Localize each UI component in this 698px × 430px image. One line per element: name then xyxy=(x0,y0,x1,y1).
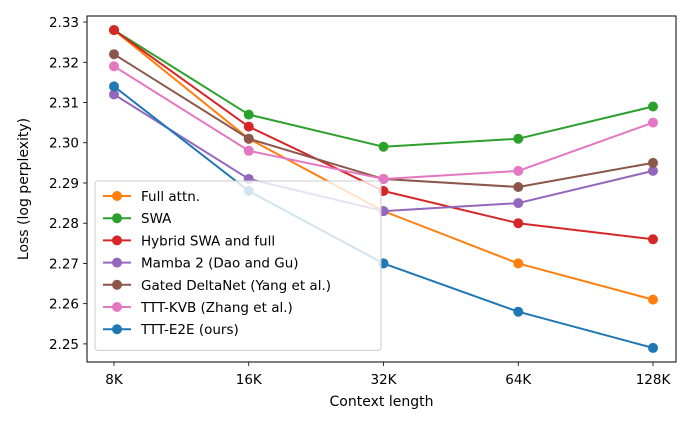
data-point xyxy=(513,165,524,176)
data-point xyxy=(109,25,119,36)
data-point xyxy=(243,145,254,156)
legend-marker xyxy=(112,324,122,335)
x-axis-ticks: 8K 16K 32K 64K 128K xyxy=(105,362,671,388)
data-point xyxy=(109,61,119,72)
y-tick-label: 2.30 xyxy=(49,136,79,152)
series-4 xyxy=(109,49,658,192)
y-tick-label: 2.33 xyxy=(49,15,79,31)
data-point xyxy=(378,141,389,152)
data-point xyxy=(648,234,658,245)
series-6 xyxy=(109,81,658,353)
y-axis-ticks: 2.25 2.26 2.27 2.28 2.29 2.30 2.31 2.32 2.33 xyxy=(49,15,87,353)
legend-box xyxy=(94,180,382,351)
legend-label: Full attn. xyxy=(141,189,200,205)
series-2 xyxy=(109,25,658,245)
data-point xyxy=(243,109,254,120)
legend-marker xyxy=(112,213,122,224)
data-point xyxy=(513,181,524,192)
data-point xyxy=(109,49,119,60)
legend-marker xyxy=(112,257,122,268)
legend-item: TTT-E2E (ours) xyxy=(103,322,239,338)
legend-marker xyxy=(112,235,122,246)
legend-marker xyxy=(112,302,122,312)
data-point xyxy=(648,342,658,353)
x-tick-label: 16K xyxy=(236,372,263,388)
legend-item: Hybrid SWA and full xyxy=(103,233,275,249)
x-tick-label: 64K xyxy=(505,372,532,388)
series-line xyxy=(113,65,654,180)
legend-item: Full attn. xyxy=(103,189,200,205)
y-tick-label: 2.32 xyxy=(49,55,79,71)
legend-label: TTT-E2E (ours) xyxy=(140,322,239,338)
data-point xyxy=(513,133,524,144)
x-tick-label: 32K xyxy=(370,372,397,388)
data-point xyxy=(648,101,658,112)
y-tick-label: 2.31 xyxy=(49,96,79,112)
series-1 xyxy=(109,25,658,152)
legend-item: Mamba 2 (Dao and Gu) xyxy=(103,256,299,272)
data-point xyxy=(109,81,119,92)
data-point xyxy=(648,117,658,128)
x-tick-label: 128K xyxy=(636,372,672,388)
legend-label: TTT-KVB (Zhang et al.) xyxy=(140,300,293,316)
y-tick-label: 2.27 xyxy=(49,256,79,272)
data-point xyxy=(513,306,524,317)
y-tick-label: 2.29 xyxy=(49,176,79,192)
legend-label: Gated DeltaNet (Yang et al.) xyxy=(141,278,331,294)
series-layer xyxy=(109,25,658,353)
data-point xyxy=(109,89,119,100)
data-point xyxy=(378,173,389,184)
legend: Full attn. SWA Hybrid SWA and full Mamba 2 … xyxy=(94,180,382,351)
legend-label: Hybrid SWA and full xyxy=(141,233,275,249)
legend-item: TTT-KVB (Zhang et al.) xyxy=(103,300,293,316)
legend-label: Mamba 2 (Dao and Gu) xyxy=(141,256,299,272)
data-point xyxy=(243,133,254,144)
y-tick-label: 2.28 xyxy=(49,216,79,232)
data-point xyxy=(648,294,658,305)
data-point xyxy=(243,121,254,132)
x-axis-label: Context length xyxy=(330,394,434,410)
axes-frame xyxy=(86,15,677,363)
legend-item: SWA xyxy=(103,211,172,227)
series-line xyxy=(113,53,654,188)
y-axis-label: Loss (log perplexity) xyxy=(16,118,32,260)
y-tick-label: 2.25 xyxy=(49,337,79,353)
legend-marker xyxy=(112,191,122,201)
legend-item: Gated DeltaNet (Yang et al.) xyxy=(103,278,331,294)
legend-label: SWA xyxy=(141,211,172,227)
data-point xyxy=(513,198,524,209)
x-tick-label: 8K xyxy=(105,372,124,388)
data-point xyxy=(648,157,658,168)
legend-marker xyxy=(112,279,122,290)
y-tick-label: 2.26 xyxy=(49,297,79,313)
data-point xyxy=(513,218,524,229)
data-point xyxy=(648,165,658,176)
data-point xyxy=(513,258,524,269)
series-5 xyxy=(109,61,658,184)
